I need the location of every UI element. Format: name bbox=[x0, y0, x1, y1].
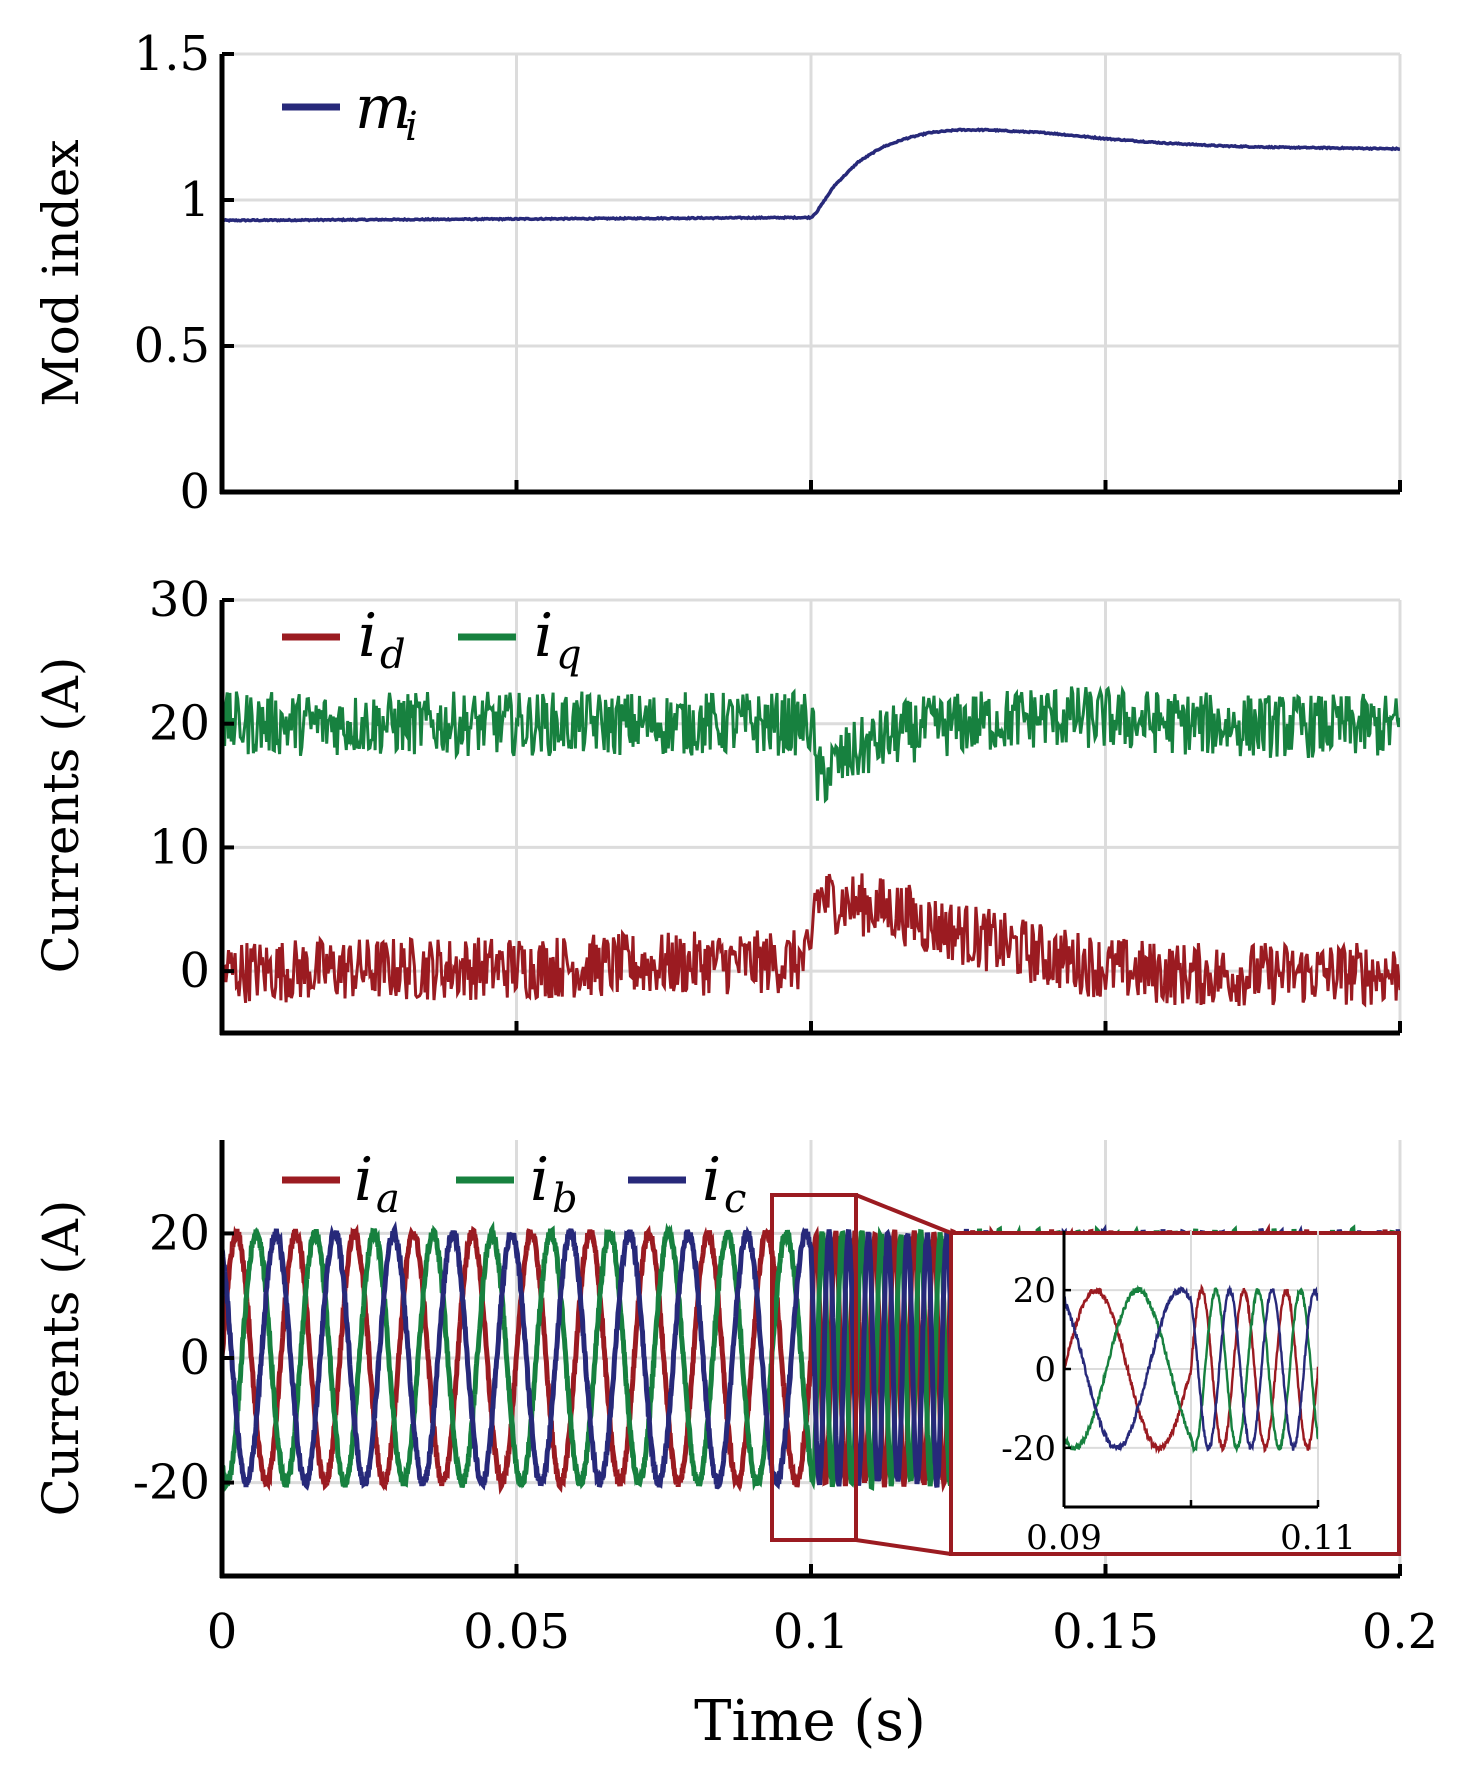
legend-label-i-a-sub: a bbox=[376, 1176, 400, 1222]
panel-dq-currents: 0 10 20 30 Currents (A) i d i q bbox=[32, 572, 1402, 1036]
y-tick-label: 20 bbox=[149, 1205, 210, 1261]
x-tick-label: 0.2 bbox=[1362, 1604, 1438, 1660]
inset-plot: -20 0 20 0.09 0.11 bbox=[949, 1231, 1401, 1558]
y-tick-label: 0 bbox=[179, 1330, 210, 1386]
line-i-q bbox=[222, 684, 1400, 804]
legend-label-i-b: i bbox=[530, 1145, 549, 1215]
panel-mod-index: 0 0.5 1 1.5 Mod index m i bbox=[32, 26, 1402, 520]
x-tick-label: 0.05 bbox=[463, 1604, 570, 1660]
panel1-axes: 0 0.5 1 1.5 bbox=[134, 26, 1402, 520]
y-tick-label: 10 bbox=[149, 819, 210, 875]
panel1-y-axis-label: Mod index bbox=[32, 139, 90, 406]
inset-lines bbox=[1064, 1283, 1318, 1455]
inset-x-tick-label: 0.09 bbox=[1026, 1518, 1102, 1558]
inset-x-tick-label: 0.11 bbox=[1280, 1518, 1356, 1558]
y-tick-label: 1.5 bbox=[134, 26, 210, 82]
inset-line-i-c bbox=[1064, 1284, 1318, 1452]
legend-label-i-q-sub: q bbox=[556, 632, 582, 678]
inset-y-tick-label: 0 bbox=[1034, 1350, 1056, 1390]
zoom-connector-top bbox=[855, 1193, 952, 1235]
panel2-legend: i d i q bbox=[282, 601, 582, 678]
panel1-legend: m i bbox=[282, 73, 418, 150]
y-tick-label: 0 bbox=[179, 464, 210, 520]
line-m-i bbox=[222, 127, 1400, 223]
x-axis-label: Time (s) bbox=[694, 1689, 926, 1754]
line-i-d bbox=[222, 873, 1400, 1008]
legend-label-m-i: m bbox=[355, 73, 412, 143]
inset-line-i-a bbox=[1064, 1283, 1318, 1455]
inset-line-i-b bbox=[1064, 1284, 1318, 1455]
inset-axes: -20 0 20 0.09 0.11 bbox=[1001, 1231, 1356, 1558]
zoom-connector-bottom bbox=[855, 1538, 952, 1556]
legend-label-m-i-sub: i bbox=[405, 104, 418, 150]
y-tick-label: 30 bbox=[149, 572, 210, 628]
legend-label-i-d: i bbox=[358, 601, 377, 671]
inset-y-tick-label: 20 bbox=[1013, 1271, 1056, 1311]
y-tick-label: 0 bbox=[179, 943, 210, 999]
panel2-y-axis-label: Currents (A) bbox=[32, 657, 90, 974]
y-tick-label: 0.5 bbox=[134, 318, 210, 374]
panel3-y-axis-label: Currents (A) bbox=[32, 1200, 90, 1517]
y-tick-label: 20 bbox=[149, 696, 210, 752]
legend-label-i-c: i bbox=[702, 1145, 721, 1215]
y-tick-label: -20 bbox=[133, 1455, 210, 1511]
x-tick-label: 0.15 bbox=[1052, 1604, 1159, 1660]
legend-label-i-d-sub: d bbox=[380, 632, 406, 678]
x-tick-label: 0.1 bbox=[773, 1604, 849, 1660]
legend-label-i-c-sub: c bbox=[724, 1176, 746, 1222]
panel-abc-currents: -20 0 20 0 0.05 0.1 0.15 0.2 Currents (A) Time … bbox=[32, 1140, 1438, 1754]
panel2-axes: 0 10 20 30 bbox=[149, 572, 1402, 1036]
x-tick-label: 0 bbox=[207, 1604, 238, 1660]
zoom-region-box bbox=[770, 1193, 858, 1542]
legend-label-i-b-sub: b bbox=[552, 1176, 578, 1222]
panel3-axes: -20 0 20 0 0.05 0.1 0.15 0.2 bbox=[133, 1140, 1438, 1660]
legend-label-i-a: i bbox=[354, 1145, 373, 1215]
inset-y-tick-label: -20 bbox=[1001, 1429, 1056, 1469]
legend-label-i-q: i bbox=[534, 601, 553, 671]
zoom-indicator bbox=[770, 1193, 952, 1556]
y-tick-label: 1 bbox=[179, 172, 210, 228]
panel3-legend: i a i b i c bbox=[282, 1145, 746, 1222]
